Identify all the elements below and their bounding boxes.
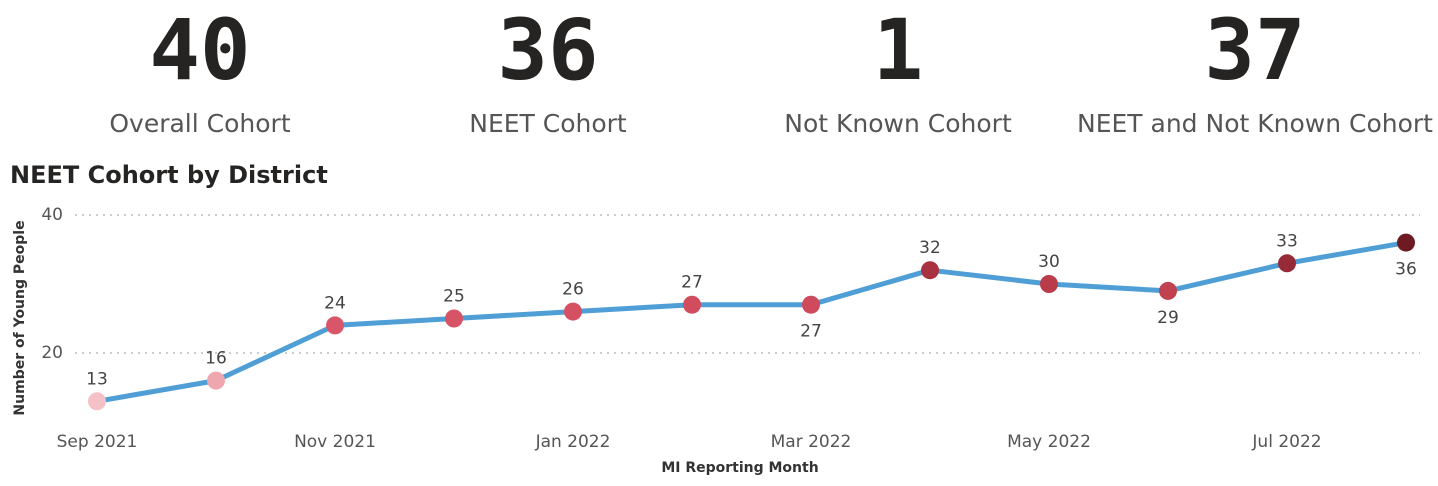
data-label: 26 <box>562 280 584 300</box>
point <box>1278 254 1296 273</box>
point <box>921 261 939 280</box>
kpi-label: Not Known Cohort <box>784 109 1012 138</box>
point <box>683 295 701 314</box>
chart-title: NEET Cohort by District <box>10 161 328 189</box>
y-axis-title: Number of Young People <box>12 220 28 415</box>
data-label: 29 <box>1157 308 1179 328</box>
data-label: 32 <box>919 238 941 258</box>
kpi-label: Overall Cohort <box>109 109 290 138</box>
kpi-value: 40 <box>149 1 250 99</box>
x-axis-title: MI Reporting Month <box>661 460 818 476</box>
kpi-value: 36 <box>497 1 598 99</box>
point <box>207 371 225 390</box>
data-label: 16 <box>205 349 227 369</box>
data-label: 27 <box>681 273 703 293</box>
point <box>1040 275 1058 293</box>
point <box>564 302 582 321</box>
kpi-label: NEET Cohort <box>469 109 627 138</box>
point <box>1397 233 1415 252</box>
y-tick-label: 40 <box>41 205 63 225</box>
kpi-value: 1 <box>873 1 924 99</box>
data-label: 13 <box>86 369 108 389</box>
kpi-value: 37 <box>1204 1 1305 99</box>
point <box>88 392 106 411</box>
line <box>96 240 1407 404</box>
x-tick-label: Nov 2021 <box>294 432 376 452</box>
point <box>1159 281 1177 300</box>
x-tick-label: May 2022 <box>1007 432 1091 452</box>
data-label: 30 <box>1038 252 1060 272</box>
data-label: 36 <box>1395 260 1417 280</box>
data-label: 33 <box>1276 231 1298 251</box>
point <box>326 316 344 335</box>
point <box>802 295 820 314</box>
kpi-label: NEET and Not Known Cohort <box>1077 109 1433 138</box>
data-label: 27 <box>800 322 822 342</box>
point <box>445 309 463 328</box>
data-label: 25 <box>443 287 465 307</box>
x-tick-label: Sep 2021 <box>57 432 138 452</box>
x-tick-label: Jan 2022 <box>535 432 611 452</box>
data-label: 24 <box>324 293 346 313</box>
x-tick-label: Mar 2022 <box>771 432 852 452</box>
y-tick-label: 20 <box>41 343 63 363</box>
x-tick-label: Jul 2022 <box>1251 432 1321 452</box>
